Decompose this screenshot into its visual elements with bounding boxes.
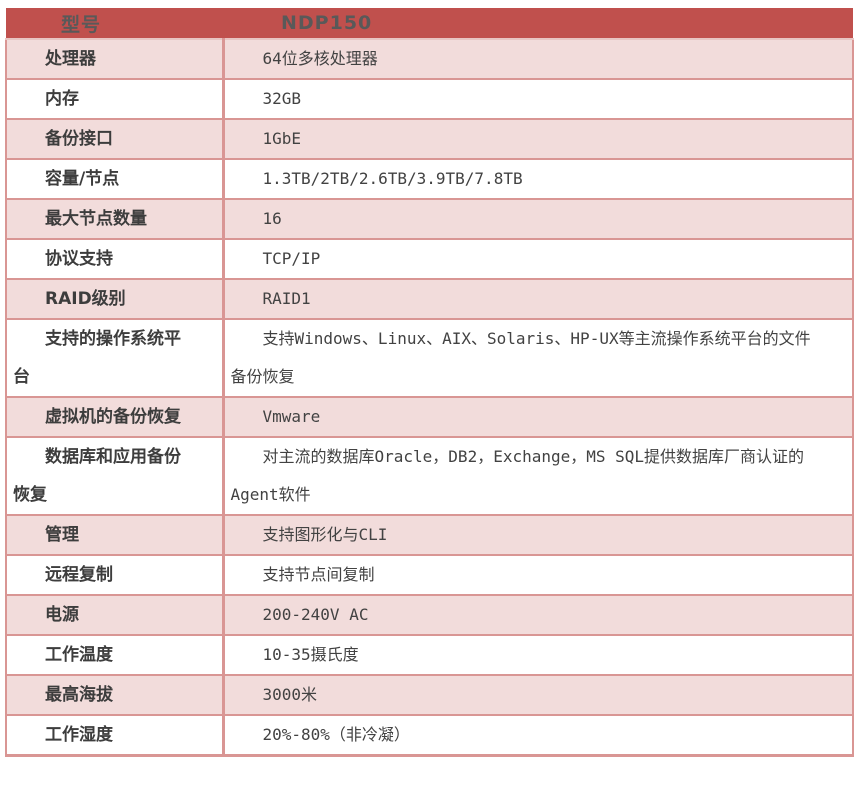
spec-label: 备份接口 [5, 118, 225, 160]
spec-label: 工作湿度 [5, 714, 225, 757]
spec-label: 数据库和应用备份 恢复 [5, 436, 225, 516]
spec-value: Vmware [222, 396, 854, 438]
spec-value: 1.3TB/2TB/2.6TB/3.9TB/7.8TB [222, 158, 854, 200]
spec-value: 10-35摄氏度 [222, 634, 854, 676]
spec-value: 16 [222, 198, 854, 240]
spec-label: 最大节点数量 [5, 198, 225, 240]
table-row: 管理 支持图形化与CLI [5, 514, 854, 556]
spec-label: 最高海拔 [5, 674, 225, 716]
spec-value: 64位多核处理器 [222, 39, 854, 80]
spec-label: 处理器 [5, 39, 225, 80]
table-row: 数据库和应用备份 恢复 对主流的数据库Oracle，DB2，Exchange，M… [5, 436, 854, 516]
spec-label: 远程复制 [5, 554, 225, 596]
table-row: 工作温度 10-35摄氏度 [5, 634, 854, 676]
spec-label: 工作温度 [5, 634, 225, 676]
spec-value: 对主流的数据库Oracle，DB2，Exchange，MS SQL提供数据库厂商… [222, 436, 854, 516]
spec-value: 支持Windows、Linux、AIX、Solaris、HP-UX等主流操作系统… [222, 318, 854, 398]
table-row: 远程复制 支持节点间复制 [5, 554, 854, 596]
spec-value: 32GB [222, 78, 854, 120]
spec-label: 管理 [5, 514, 225, 556]
spec-value: 支持节点间复制 [222, 554, 854, 596]
spec-value: RAID1 [222, 278, 854, 320]
spec-value: 3000米 [222, 674, 854, 716]
spec-label: 协议支持 [5, 238, 225, 280]
spec-value: 20%-80%（非冷凝） [222, 714, 854, 757]
table-row: 备份接口 1GbE [5, 118, 854, 160]
table-row: 协议支持 TCP/IP [5, 238, 854, 280]
table-row: 最高海拔 3000米 [5, 674, 854, 716]
table-row: 内存 32GB [5, 78, 854, 120]
table-header-row: 型号 NDP150 [6, 8, 853, 40]
spec-label: 支持的操作系统平 台 [5, 318, 225, 398]
spec-table: 型号 NDP150 处理器 64位多核处理器 内存 32GB 备份接口 1GbE… [5, 8, 854, 757]
model-header-value: NDP150 [223, 8, 853, 40]
table-row: 工作湿度 20%-80%（非冷凝） [5, 714, 854, 757]
table-row: 处理器 64位多核处理器 [5, 39, 854, 80]
table-row: 最大节点数量 16 [5, 198, 854, 240]
table-row: 虚拟机的备份恢复 Vmware [5, 396, 854, 438]
spec-value: 1GbE [222, 118, 854, 160]
spec-label: 内存 [5, 78, 225, 120]
table-row: 电源 200-240V AC [5, 594, 854, 636]
table-row: 支持的操作系统平 台 支持Windows、Linux、AIX、Solaris、H… [5, 318, 854, 398]
spec-value: 支持图形化与CLI [222, 514, 854, 556]
table-row: RAID级别 RAID1 [5, 278, 854, 320]
table-row: 容量/节点 1.3TB/2TB/2.6TB/3.9TB/7.8TB [5, 158, 854, 200]
spec-value: 200-240V AC [222, 594, 854, 636]
spec-value: TCP/IP [222, 238, 854, 280]
spec-label: 电源 [5, 594, 225, 636]
spec-label: RAID级别 [5, 278, 225, 320]
spec-label: 容量/节点 [5, 158, 225, 200]
spec-label: 虚拟机的备份恢复 [5, 396, 225, 438]
model-header-label: 型号 [6, 8, 223, 40]
